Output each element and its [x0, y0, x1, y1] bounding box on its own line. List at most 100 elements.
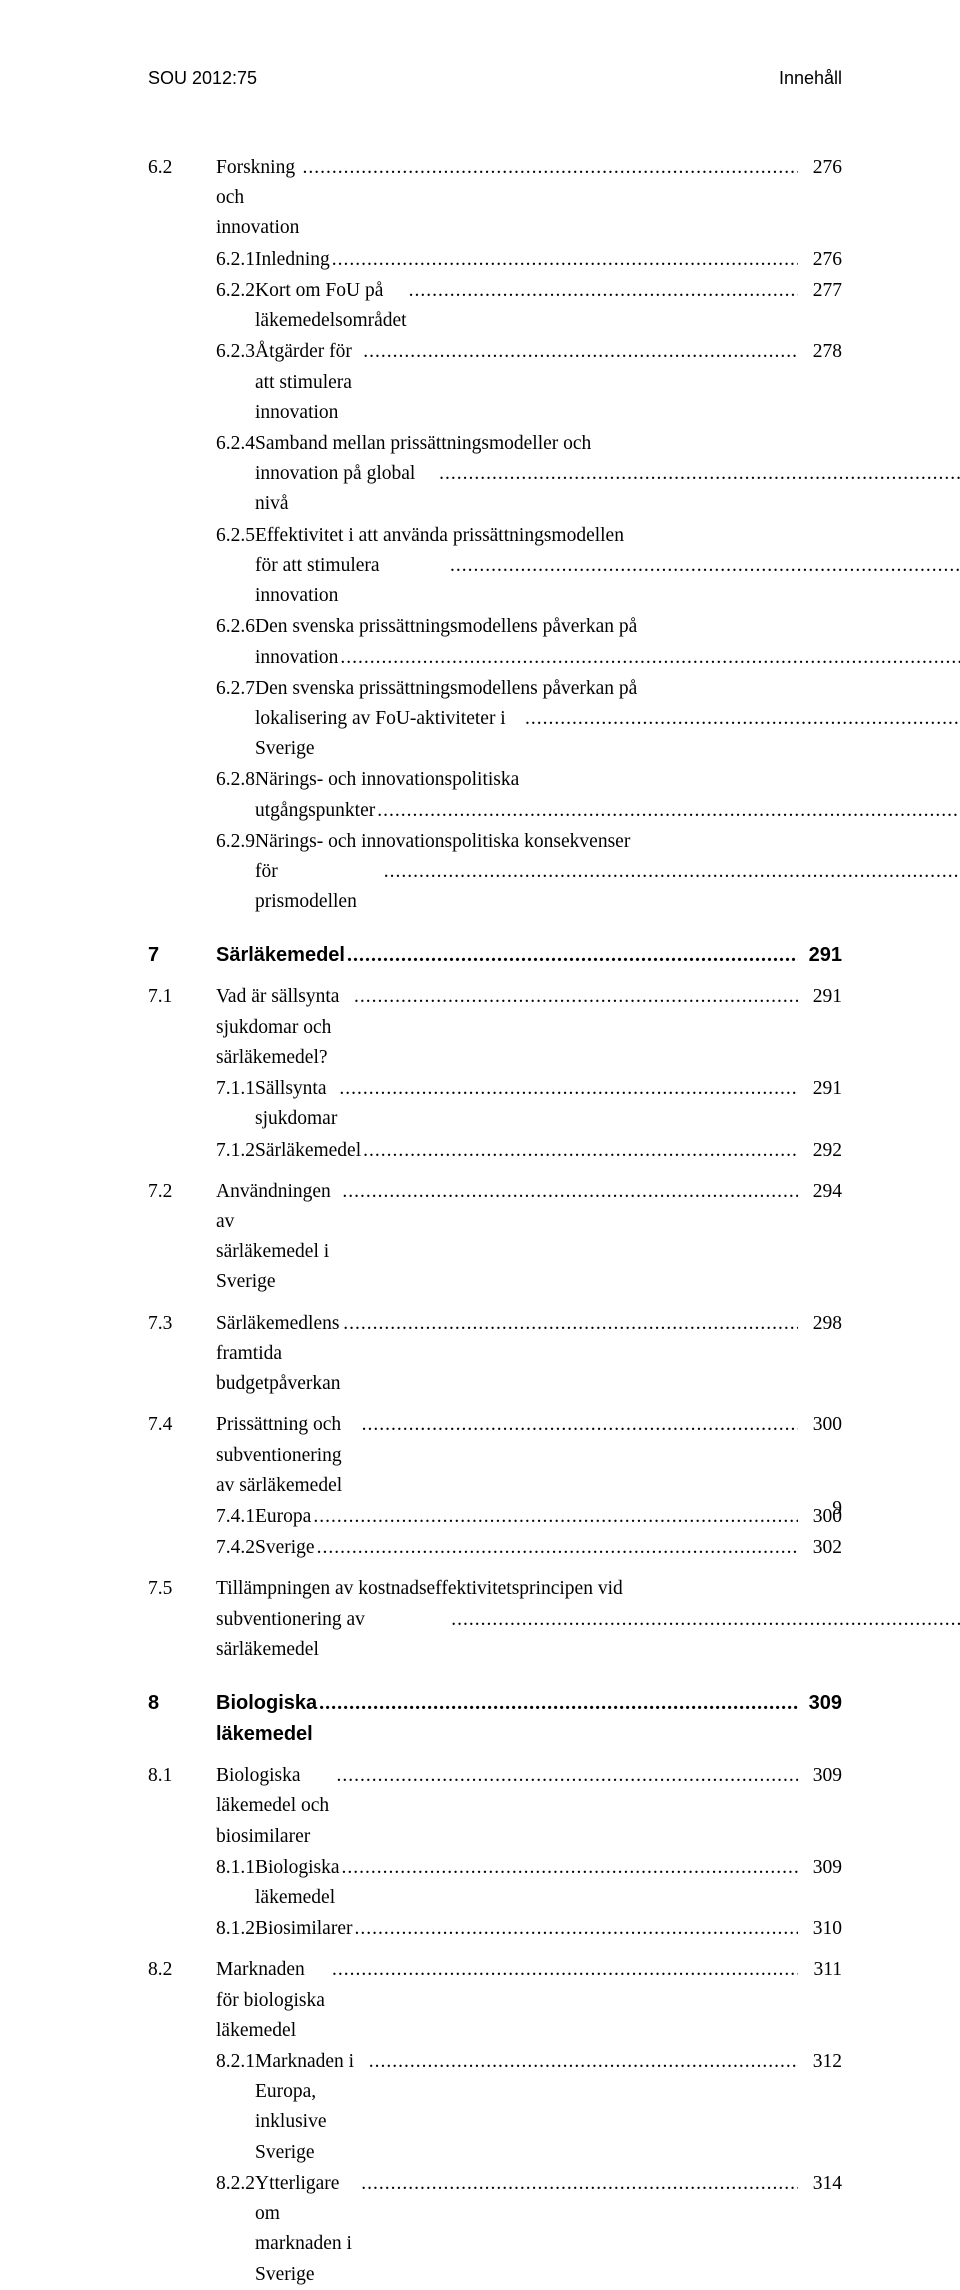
toc-leader: ........................................…: [354, 982, 798, 1012]
toc-number: 7.5: [148, 1574, 216, 1604]
toc-title-wrap: Samband mellan prissättningsmodeller och…: [255, 429, 960, 520]
toc-title: Europa: [255, 1502, 311, 1532]
toc-title: Marknaden i Europa, inklusive Sverige: [255, 2047, 367, 2168]
toc-title-line2-row: subventionering av särläkemedel.........…: [216, 1605, 960, 1665]
toc-page: 277: [800, 276, 842, 306]
toc-page: 291: [800, 1074, 842, 1104]
toc-number: 6.2.8: [148, 765, 255, 795]
toc-title-line1: Närings- och innovationspolitiska konsek…: [255, 827, 960, 857]
toc-number: 6.2.1: [148, 245, 255, 275]
toc-title: Kort om FoU på läkemedelsområdet: [255, 276, 407, 336]
toc-number: 6.2: [148, 153, 216, 183]
toc-title: Biologiska läkemedel: [216, 1688, 317, 1750]
toc-title: Forskning och innovation: [216, 153, 301, 244]
toc-title: Marknaden för biologiska läkemedel: [216, 1955, 330, 2046]
toc-number: 6.2.9: [148, 827, 255, 857]
toc-subsection: 8.1.2Biosimilarer.......................…: [148, 1914, 842, 1944]
toc-title-line2-row: lokalisering av FoU-aktiviteter i Sverig…: [255, 704, 960, 764]
toc-page: 314: [800, 2169, 842, 2199]
toc-leader: ........................................…: [384, 857, 960, 887]
toc-title-line1: Den svenska prissättningsmodellens påver…: [255, 674, 960, 704]
toc-title-wrap: Den svenska prissättningsmodellens påver…: [255, 612, 960, 672]
toc-leader: ........................................…: [354, 1914, 798, 1944]
toc-number: 8.1.2: [148, 1914, 255, 1944]
toc-title-wrap: Den svenska prissättningsmodellens påver…: [255, 674, 960, 765]
toc-number: 7.3: [148, 1309, 216, 1339]
toc-chapter: 7Särläkemedel...........................…: [148, 940, 842, 971]
toc-number: 7.4.1: [148, 1502, 255, 1532]
toc-title-line1: Den svenska prissättningsmodellens påver…: [255, 612, 960, 642]
toc-leader: ........................................…: [342, 1853, 798, 1883]
toc-subsection: 8.2.1Marknaden i Europa, inklusive Sveri…: [148, 2047, 842, 2168]
running-header: SOU 2012:75 Innehåll: [148, 68, 842, 89]
toc-number: 8.2.1: [148, 2047, 255, 2077]
toc-section: 8.1Biologiska läkemedel och biosimilarer…: [148, 1761, 842, 1852]
toc-subsection: 6.2.4Samband mellan prissättningsmodelle…: [148, 429, 842, 520]
toc-title-line2-row: för att stimulera innovation............…: [255, 551, 960, 611]
toc-title: Åtgärder för att stimulera innovation: [255, 337, 361, 428]
toc-subsection: 6.2.5Effektivitet i att använda prissätt…: [148, 521, 842, 612]
toc-section: 8.2Marknaden för biologiska läkemedel...…: [148, 1955, 842, 2046]
toc-gap: [148, 1167, 842, 1177]
toc-number: 7.4: [148, 1410, 216, 1440]
toc-number: 6.2.4: [148, 429, 255, 459]
toc-number: 7.1.1: [148, 1074, 255, 1104]
toc-page: 278: [800, 337, 842, 367]
toc-title: Biosimilarer: [255, 1914, 352, 1944]
toc-leader: ........................................…: [317, 1533, 798, 1563]
toc-title: Ytterligare om marknaden i Sverige: [255, 2169, 359, 2290]
toc-leader: ........................................…: [332, 1955, 798, 1985]
toc-leader: ........................................…: [319, 1688, 798, 1719]
toc-leader: ........................................…: [347, 940, 798, 971]
toc-number: 6.2.2: [148, 276, 255, 306]
toc-leader: ........................................…: [361, 2169, 798, 2199]
toc-leader: ........................................…: [451, 1605, 960, 1635]
toc-title-wrap: Effektivitet i att använda prissättnings…: [255, 521, 960, 612]
toc-title-line2: för att stimulera innovation: [255, 551, 448, 611]
toc-page: 311: [800, 1955, 842, 1985]
toc-gap: [148, 1945, 842, 1955]
toc-page: 312: [800, 2047, 842, 2077]
toc-number: 7: [148, 940, 216, 971]
toc-title: Sällsynta sjukdomar: [255, 1074, 337, 1134]
toc-leader: ........................................…: [363, 1136, 798, 1166]
toc-page: 309: [800, 1853, 842, 1883]
toc-number: 8.2.2: [148, 2169, 255, 2199]
toc-title: Prissättning och subventionering av särl…: [216, 1410, 360, 1501]
toc-leader: ........................................…: [343, 1309, 798, 1339]
toc-page: 310: [800, 1914, 842, 1944]
toc-leader: ........................................…: [332, 245, 798, 275]
toc-title-line2-row: utgångspunkter..........................…: [255, 796, 960, 826]
toc-number: 8.1: [148, 1761, 216, 1791]
toc-leader: ........................................…: [362, 1410, 798, 1440]
toc-title: Vad är sällsynta sjukdomar och särläkeme…: [216, 982, 352, 1073]
toc-title: Sverige: [255, 1533, 315, 1563]
toc-title: Särläkemedel: [255, 1136, 361, 1166]
toc-page: 291: [800, 982, 842, 1012]
toc-leader: ........................................…: [336, 1761, 798, 1791]
toc-number: 7.1: [148, 982, 216, 1012]
toc-number: 8.1.1: [148, 1853, 255, 1883]
toc-section: 7.4Prissättning och subventionering av s…: [148, 1410, 842, 1501]
toc-number: 7.4.2: [148, 1533, 255, 1563]
toc-subsection: 6.2.7Den svenska prissättningsmodellens …: [148, 674, 842, 765]
toc-title-line2: för prismodellen: [255, 857, 382, 917]
toc-page: 309: [800, 1761, 842, 1791]
toc-leader: ........................................…: [369, 2047, 798, 2077]
toc-title-line2: utgångspunkter: [255, 796, 375, 826]
toc-subsection: 6.2.9Närings- och innovationspolitiska k…: [148, 827, 842, 918]
toc-title-line2: lokalisering av FoU-aktiviteter i Sverig…: [255, 704, 523, 764]
toc-section: 7.3Särläkemedlens framtida budgetpåverka…: [148, 1309, 842, 1400]
toc-title-line2-row: för prismodellen........................…: [255, 857, 960, 917]
toc-gap: [148, 1299, 842, 1309]
toc-section: 7.5Tillämpningen av kostnadseffektivitet…: [148, 1574, 842, 1665]
toc-title-line2: subventionering av särläkemedel: [216, 1605, 449, 1665]
toc-number: 6.2.7: [148, 674, 255, 704]
toc-leader: ........................................…: [409, 276, 798, 306]
toc-section: 7.1Vad är sällsynta sjukdomar och särläk…: [148, 982, 842, 1073]
toc-section: 7.2Användningen av särläkemedel i Sverig…: [148, 1177, 842, 1298]
toc-title-line2: innovation: [255, 643, 338, 673]
toc-subsection: 6.2.8Närings- och innovationspolitiskaut…: [148, 765, 842, 825]
toc-subsection: 6.2.3Åtgärder för att stimulera innovati…: [148, 337, 842, 428]
toc-page: 276: [800, 153, 842, 183]
